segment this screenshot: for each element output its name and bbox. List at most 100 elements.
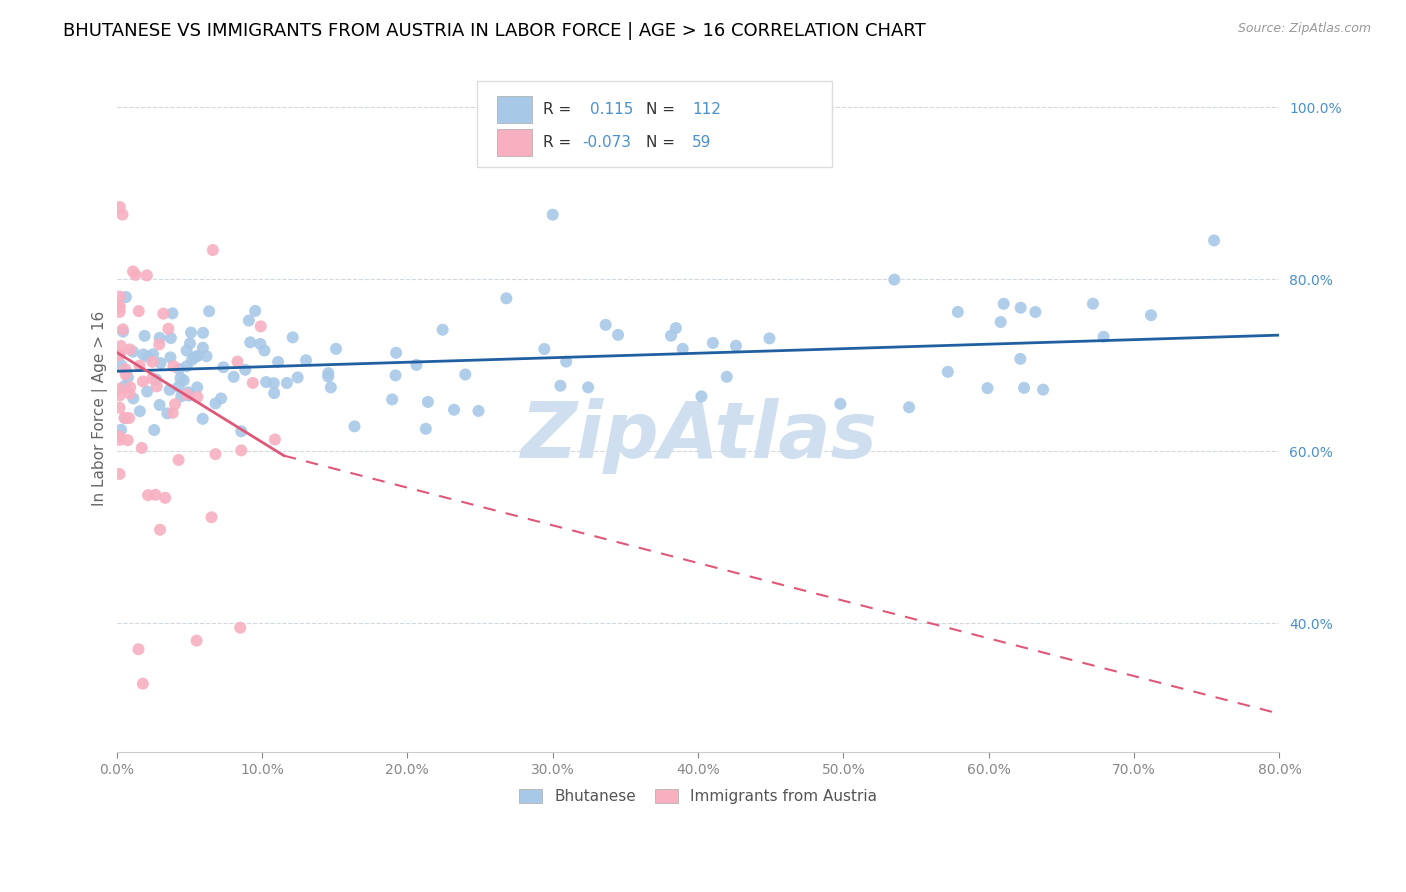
- Point: [318, 366, 340, 380]
- Point: [416, 395, 439, 409]
- Point: [405, 358, 427, 372]
- Point: [176, 343, 198, 358]
- Point: [108, 348, 131, 362]
- Text: Source: ZipAtlas.com: Source: ZipAtlas.com: [1237, 22, 1371, 36]
- Point: [162, 306, 184, 320]
- Text: -0.073: -0.073: [582, 135, 631, 150]
- Point: [136, 488, 159, 502]
- Point: [195, 349, 218, 363]
- Point: [990, 315, 1012, 329]
- Point: [114, 368, 136, 382]
- Point: [114, 362, 136, 376]
- Point: [112, 410, 135, 425]
- Text: R =: R =: [543, 102, 576, 117]
- Point: [495, 291, 517, 305]
- Point: [690, 389, 713, 403]
- Point: [108, 467, 131, 481]
- Point: [672, 342, 695, 356]
- Point: [162, 359, 184, 373]
- Point: [114, 411, 136, 425]
- Point: [110, 358, 132, 372]
- Point: [176, 387, 198, 401]
- Point: [177, 385, 200, 400]
- Point: [946, 305, 969, 319]
- Point: [665, 321, 688, 335]
- Point: [108, 290, 131, 304]
- Point: [159, 351, 181, 365]
- Point: [132, 375, 155, 389]
- Point: [249, 319, 271, 334]
- Point: [149, 398, 172, 412]
- Point: [191, 412, 214, 426]
- Point: [156, 406, 179, 420]
- Point: [607, 327, 630, 342]
- Point: [222, 369, 245, 384]
- Point: [127, 642, 149, 657]
- Point: [177, 388, 200, 402]
- FancyBboxPatch shape: [496, 96, 531, 122]
- Point: [659, 328, 682, 343]
- Point: [239, 335, 262, 350]
- Point: [111, 208, 134, 222]
- Point: [263, 433, 285, 447]
- Point: [170, 389, 193, 403]
- Point: [128, 304, 150, 318]
- Point: [191, 341, 214, 355]
- Point: [415, 422, 437, 436]
- Text: 0.115: 0.115: [591, 102, 633, 117]
- Text: R =: R =: [543, 135, 576, 150]
- Point: [191, 326, 214, 340]
- Point: [198, 304, 221, 318]
- Point: [122, 392, 145, 406]
- Point: [281, 330, 304, 344]
- Point: [883, 272, 905, 286]
- Point: [976, 381, 998, 395]
- Point: [108, 429, 131, 443]
- Point: [145, 379, 167, 393]
- Point: [118, 411, 141, 425]
- Point: [186, 349, 208, 363]
- Point: [1010, 351, 1032, 366]
- Point: [243, 304, 266, 318]
- Point: [212, 360, 235, 375]
- Point: [148, 337, 170, 351]
- Point: [295, 353, 318, 368]
- Point: [128, 404, 150, 418]
- Point: [576, 380, 599, 394]
- Point: [167, 380, 190, 394]
- Point: [118, 386, 141, 401]
- Point: [443, 402, 465, 417]
- Text: BHUTANESE VS IMMIGRANTS FROM AUSTRIA IN LABOR FORCE | AGE > 16 CORRELATION CHART: BHUTANESE VS IMMIGRANTS FROM AUSTRIA IN …: [63, 22, 927, 40]
- Point: [595, 318, 617, 332]
- Point: [204, 396, 226, 410]
- Point: [145, 372, 167, 386]
- Point: [118, 343, 141, 357]
- Point: [1024, 305, 1046, 319]
- Point: [226, 354, 249, 368]
- Point: [132, 347, 155, 361]
- Point: [343, 419, 366, 434]
- Point: [319, 380, 342, 394]
- Point: [432, 323, 454, 337]
- Point: [176, 359, 198, 374]
- Point: [179, 336, 201, 351]
- Point: [108, 299, 131, 313]
- Point: [108, 401, 131, 415]
- Point: [163, 397, 186, 411]
- FancyBboxPatch shape: [496, 129, 531, 155]
- Point: [533, 342, 555, 356]
- Text: N =: N =: [645, 102, 679, 117]
- Point: [167, 362, 190, 376]
- Point: [145, 488, 167, 502]
- Point: [141, 371, 163, 385]
- Text: 59: 59: [692, 135, 711, 150]
- Point: [108, 348, 131, 362]
- Point: [467, 404, 489, 418]
- Point: [1092, 330, 1115, 344]
- Point: [135, 268, 157, 283]
- Point: [159, 331, 181, 345]
- Point: [287, 370, 309, 384]
- Point: [231, 424, 253, 438]
- Text: 112: 112: [692, 102, 721, 117]
- Point: [898, 401, 921, 415]
